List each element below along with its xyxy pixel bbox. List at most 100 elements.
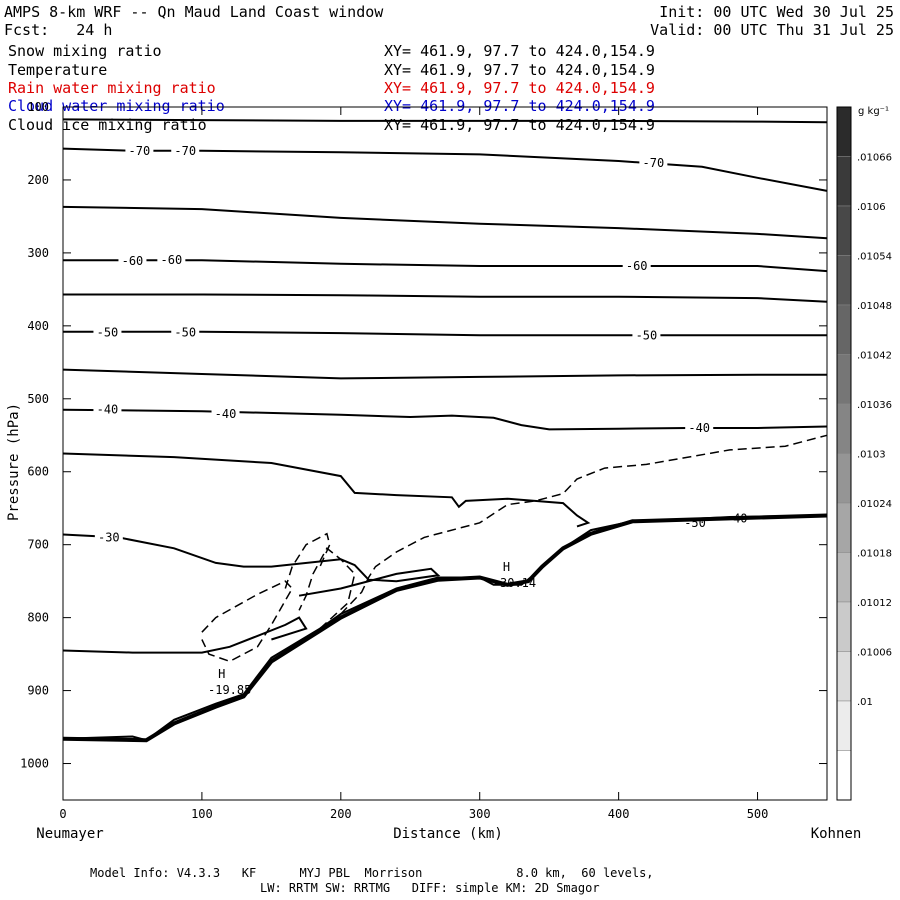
snow-contour-1 — [340, 434, 828, 615]
colorbar-swatch-7 — [836, 453, 852, 504]
field-name-rain: Rain water mixing ratio — [8, 79, 216, 97]
isotherm-label: -40 — [688, 421, 710, 435]
isotherm-label: -40 — [215, 407, 237, 421]
field-xy-rain: XY= 461.9, 97.7 to 424.0,154.9 — [384, 79, 655, 97]
y-axis-label: Pressure (hPa) — [6, 403, 22, 521]
isotherm-line-3 — [63, 259, 828, 273]
y-tick-label: 300 — [27, 246, 49, 260]
isotherm-label-bg — [93, 324, 122, 339]
left-end-label: Neumayer — [36, 826, 103, 842]
valid-time: Valid: 00 UTC Thu 31 Jul 25 — [650, 21, 894, 39]
forecast-hour: Fcst: 24 h — [4, 21, 113, 39]
field-name-cloud-water: Cloud water mixing ratio — [8, 97, 225, 115]
isotherm-line-2 — [62, 205, 828, 240]
x-axis-label: Distance (km) — [393, 826, 503, 842]
x-tick-label: 400 — [608, 807, 630, 821]
colorbar-tick-label: .01048 — [857, 301, 892, 312]
axis-ticks: 0 100 200 300 400 500 100 200 300 400 500 600 700 800… — [20, 100, 827, 821]
colorbar-swatch-10 — [836, 601, 852, 652]
extremum-symbol-1: H — [503, 560, 510, 574]
isotherm-line-4 — [63, 293, 828, 303]
colorbar-swatch-2 — [836, 205, 852, 256]
field-name-temperature: Temperature — [8, 61, 108, 79]
colorbar-swatch-11 — [836, 651, 852, 702]
isotherm-contours — [62, 118, 828, 743]
field-xy-cloud-water: XY= 461.9, 97.7 to 424.0,154.9 — [384, 97, 655, 115]
colorbar-swatch-4 — [836, 304, 852, 355]
isotherm-label: -30 — [98, 530, 120, 544]
colorbar-tick-label: .0103 — [857, 450, 886, 461]
isotherm-line-6 — [62, 368, 827, 380]
y-tick-label: 100 — [27, 100, 49, 114]
extremum-symbol-0: H — [218, 667, 225, 681]
field-xy-temperature: XY= 461.9, 97.7 to 424.0,154.9 — [384, 61, 655, 79]
isotherm-label-bg — [171, 324, 200, 339]
right-end-label: Kohnen — [811, 826, 862, 842]
isotherm-line-9 — [62, 533, 441, 597]
colorbar-tick-label: .01036 — [857, 400, 892, 411]
colorbar-tick-label: .01054 — [857, 252, 892, 263]
snow-contours — [201, 434, 828, 663]
isotherm-label-bg — [93, 401, 122, 416]
isotherm-label-bg — [118, 252, 147, 267]
colorbar-unit: g kg⁻¹ — [858, 106, 889, 117]
y-tick-label: 600 — [27, 465, 49, 479]
isotherm-label-bg — [171, 142, 200, 157]
isotherm-label-bg — [94, 529, 123, 544]
colorbar-swatch-5 — [836, 354, 852, 405]
isotherm-label: -60 — [626, 259, 648, 273]
isotherm-label-bg — [157, 252, 186, 267]
field-name-cloud-ice: Cloud ice mixing ratio — [8, 116, 207, 134]
colorbar-swatch-12 — [836, 700, 852, 751]
model-info-line2: LW: RRTM SW: RRTMG DIFF: simple KM: 2D S… — [260, 881, 600, 895]
x-tick-label: 100 — [191, 807, 213, 821]
colorbar-swatch-1 — [836, 156, 852, 207]
isotherm-line-0 — [62, 118, 828, 124]
x-tick-label: 300 — [469, 807, 491, 821]
isotherm-label: -70 — [129, 144, 151, 158]
init-time: Init: 00 UTC Wed 30 Jul 25 — [659, 3, 894, 21]
snow-contour-3 — [284, 532, 331, 589]
isotherm-label-bg — [639, 155, 668, 170]
colorbar-tick-label: .01018 — [857, 549, 892, 560]
contour-labels: -70 -70 -70 -60 -60 -60 -50 -50 -50 -40 -40 -40 -30 H… — [93, 142, 748, 697]
snow-contour-2 — [298, 547, 356, 630]
colorbar-tick-label: .01006 — [857, 648, 892, 659]
y-tick-label: 1000 — [20, 757, 49, 771]
extremum-value-0: -19.85 — [208, 683, 251, 697]
terrain-line — [62, 513, 828, 743]
isotherm-line-8 — [62, 452, 591, 528]
isotherm-line-5 — [63, 330, 827, 337]
isotherm-label-bg — [632, 327, 661, 342]
isotherm-label: -70 — [174, 144, 196, 158]
y-tick-label: 400 — [27, 319, 49, 333]
colorbar-tick-label: .0106 — [857, 202, 886, 213]
terrain-label-0: -50 — [684, 516, 706, 530]
colorbar-tick-label: .01 — [857, 697, 873, 708]
colorbar-swatch-13 — [836, 750, 852, 801]
y-tick-label: 800 — [27, 611, 49, 625]
y-tick-label: 700 — [27, 538, 49, 552]
x-tick-label: 0 — [59, 807, 66, 821]
terrain-label-1: -40 — [726, 511, 748, 525]
y-tick-label: 900 — [27, 684, 49, 698]
isotherm-label: -70 — [643, 156, 665, 170]
colorbar-frame — [836, 106, 852, 801]
colorbar-swatch-3 — [836, 255, 852, 306]
colorbar-swatch-0 — [836, 106, 852, 157]
isotherm-label-bg — [125, 142, 154, 157]
colorbar-swatch-8 — [836, 502, 852, 553]
snow-contour-0 — [201, 580, 294, 663]
isotherm-label: -50 — [97, 325, 119, 339]
chart-title: AMPS 8-km WRF -- Qn Maud Land Coast wind… — [4, 3, 384, 21]
field-xy-snow: XY= 461.9, 97.7 to 424.0,154.9 — [384, 42, 655, 60]
x-tick-label: 200 — [330, 807, 352, 821]
colorbar-tick-label: .01042 — [857, 351, 892, 362]
x-tick-label: 500 — [747, 807, 769, 821]
isotherm-label: -40 — [97, 403, 119, 417]
isotherm-line-10 — [62, 616, 308, 654]
y-tick-label: 500 — [27, 392, 49, 406]
isotherm-label-bg — [211, 406, 240, 421]
isotherm-label: -50 — [174, 325, 196, 339]
